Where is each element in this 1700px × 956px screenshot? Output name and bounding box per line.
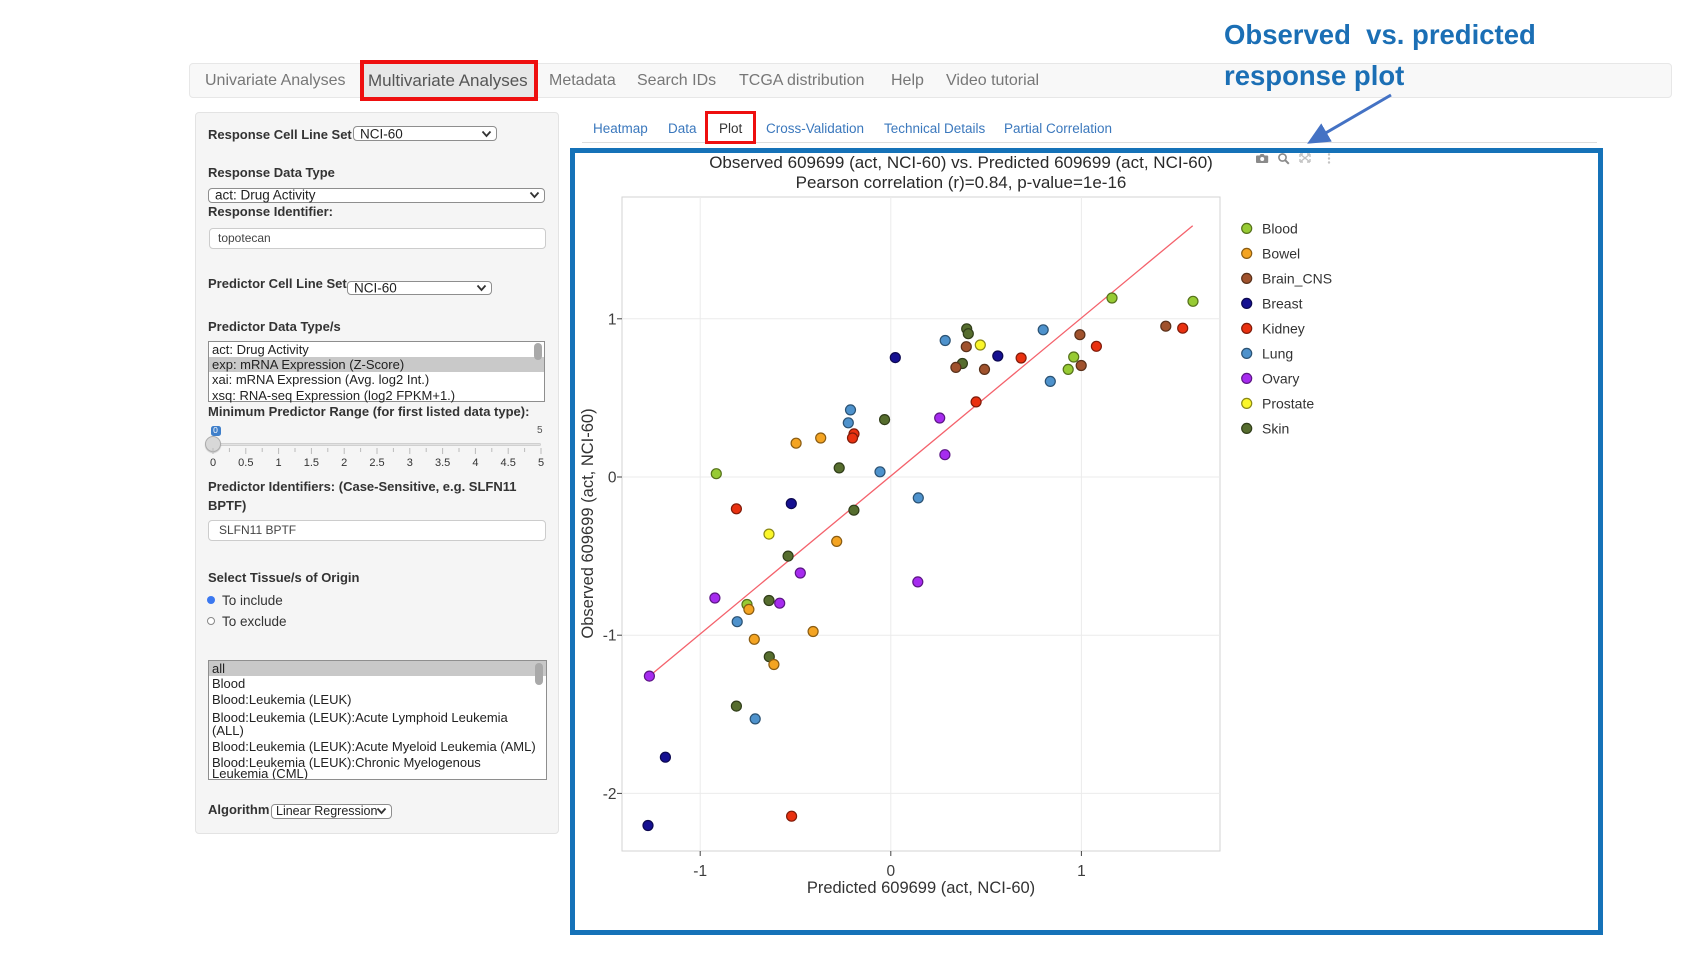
svg-text:Prostate: Prostate bbox=[1262, 395, 1314, 411]
svg-text:0: 0 bbox=[608, 470, 617, 487]
svg-text:Observed 609699 (act, NCI-60): Observed 609699 (act, NCI-60) vs. Predic… bbox=[709, 153, 1213, 172]
svg-text:1: 1 bbox=[1077, 863, 1086, 880]
svg-text:Ovary: Ovary bbox=[1262, 370, 1299, 386]
svg-text:Breast: Breast bbox=[1262, 295, 1303, 311]
svg-text:Kidney: Kidney bbox=[1262, 320, 1305, 336]
svg-text:Skin: Skin bbox=[1262, 420, 1289, 436]
svg-text:Bowel: Bowel bbox=[1262, 245, 1300, 261]
svg-text:Predicted 609699 (act, NCI-60): Predicted 609699 (act, NCI-60) bbox=[807, 879, 1035, 897]
svg-text:-1: -1 bbox=[603, 628, 617, 645]
svg-text:Brain_CNS: Brain_CNS bbox=[1262, 270, 1332, 286]
svg-text:-2: -2 bbox=[603, 786, 617, 803]
svg-text:Blood: Blood bbox=[1262, 220, 1298, 236]
svg-text:Pearson correlation (r)=0.84,: Pearson correlation (r)=0.84, p-value=1e… bbox=[796, 173, 1127, 192]
svg-text:-1: -1 bbox=[693, 863, 707, 880]
svg-text:1: 1 bbox=[608, 311, 617, 328]
svg-text:0: 0 bbox=[886, 863, 895, 880]
svg-text:Lung: Lung bbox=[1262, 345, 1293, 361]
svg-text:Observed 609699 (act, NCI-60): Observed 609699 (act, NCI-60) bbox=[579, 408, 597, 638]
